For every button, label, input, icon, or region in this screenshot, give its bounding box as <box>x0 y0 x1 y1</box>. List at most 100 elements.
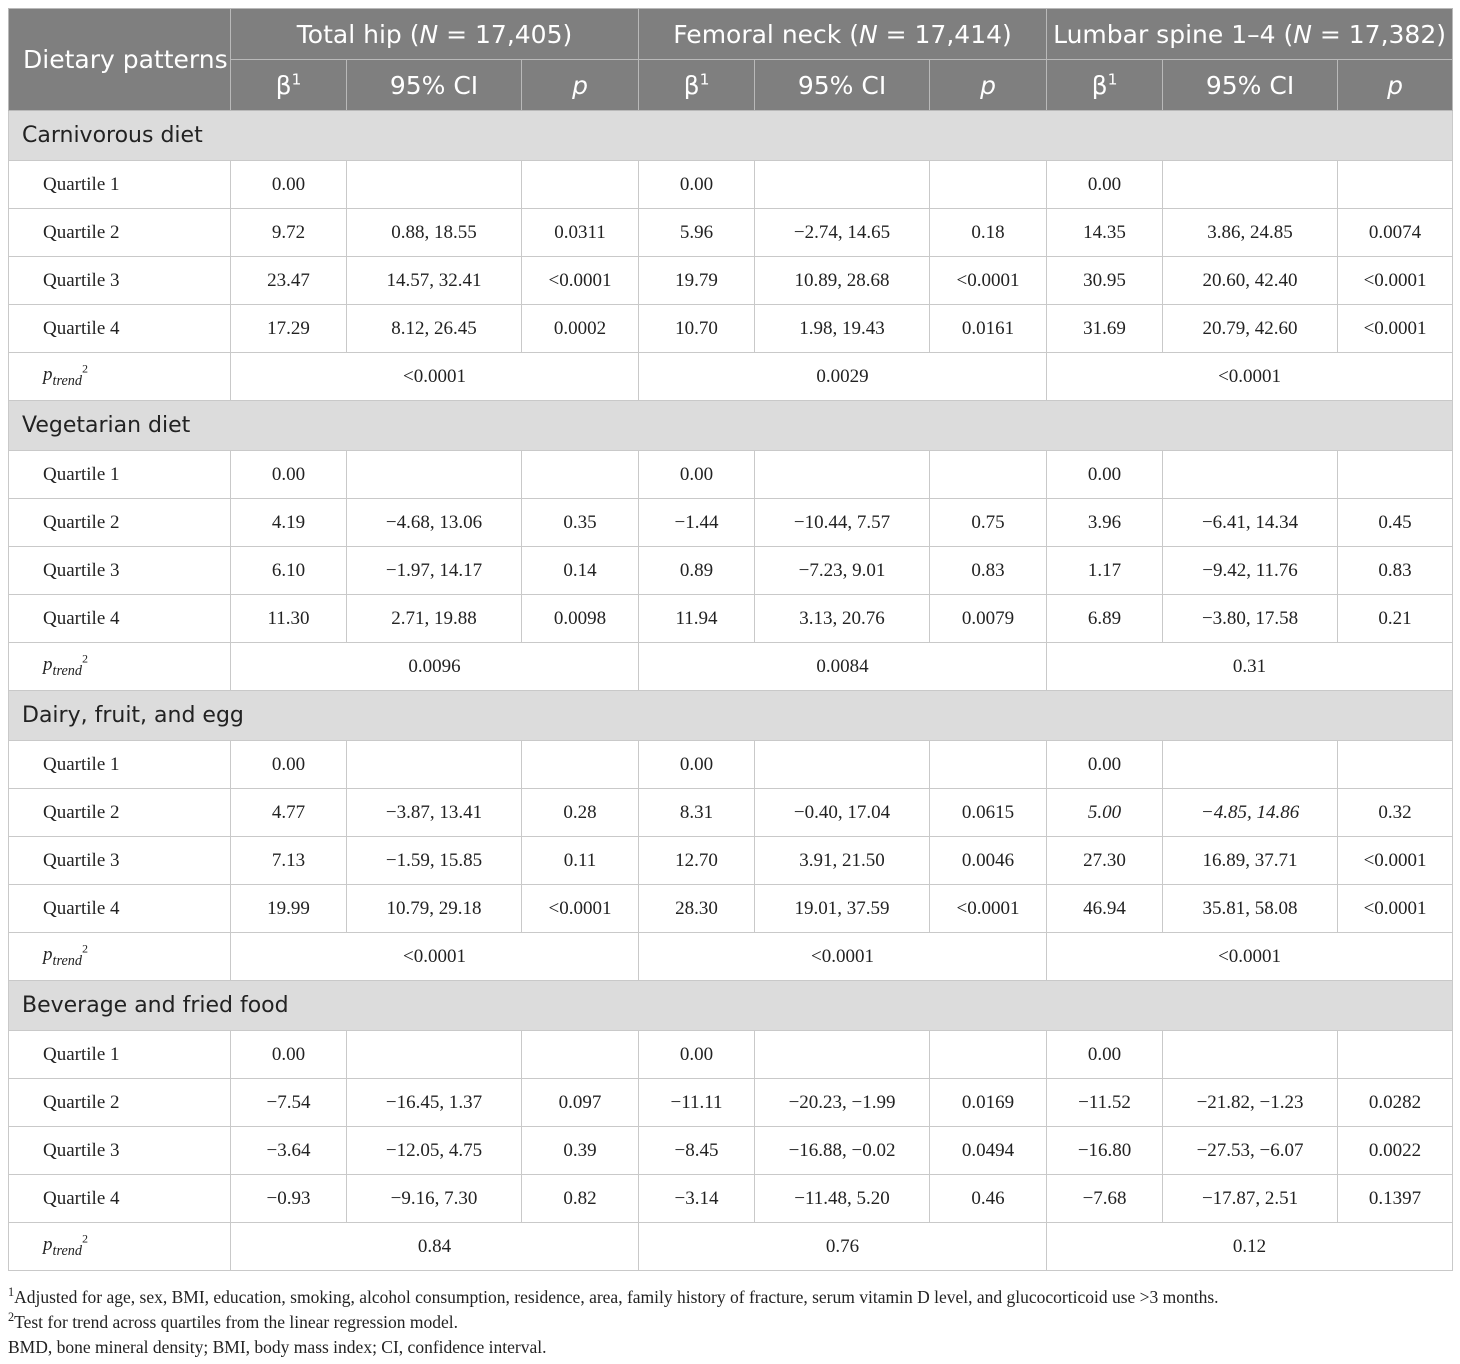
table-cell <box>1337 740 1454 789</box>
trend-value: <0.0001 <box>229 932 640 981</box>
table-cell <box>520 450 640 499</box>
table-cell <box>1337 160 1454 209</box>
trend-value: 0.31 <box>1046 642 1454 691</box>
table-row: Quartile 3 23.47 14.57, 32.41 <0.0001 19.79 1… <box>8 256 1454 305</box>
table-cell: 0.00 <box>638 1030 756 1079</box>
table-cell: 3.96 <box>1046 498 1164 547</box>
table-footnotes: 1Adjusted for age, sex, BMI, education, … <box>8 1285 1452 1360</box>
row-label: Quartile 3 <box>8 546 231 595</box>
section-header-row: Beverage and fried food <box>7 980 1454 1031</box>
footnote: 1Adjusted for age, sex, BMI, education, … <box>8 1285 1219 1307</box>
table-row: Quartile 3 7.13 −1.59, 15.85 0.11 12.70 3.91,… <box>8 836 1454 885</box>
table-cell: −3.64 <box>230 1126 347 1175</box>
table-cell <box>520 1030 640 1079</box>
ci-header: 95% CI <box>1162 59 1339 111</box>
trend-row: ptrend2 <0.0001 <0.0001 <0.0001 <box>8 932 1454 981</box>
table-cell: 10.70 <box>638 304 756 353</box>
table-cell: 5.96 <box>638 208 756 257</box>
footnote: 2Test for trend across quartiles from th… <box>8 1310 459 1332</box>
table-cell: 0.0282 <box>1337 1078 1454 1127</box>
table-cell: −11.48, 5.20 <box>754 1174 931 1223</box>
table-cell: −11.11 <box>638 1078 756 1127</box>
table-cell: −1.59, 15.85 <box>346 836 522 885</box>
table-row: Quartile 3 −3.64 −12.05, 4.75 0.39 −8.45 −16.… <box>8 1126 1454 1175</box>
table-cell <box>929 160 1048 209</box>
header-row-groups: Dietary patterns Total hip (N = 17,405) … <box>8 8 1454 111</box>
table-cell: <0.0001 <box>1337 836 1454 885</box>
results-table-container: Dietary patterns Total hip (N = 17,405) … <box>7 8 1454 1271</box>
p-header: p <box>1337 59 1454 111</box>
table-cell: 19.99 <box>230 884 347 933</box>
table-cell: −3.87, 13.41 <box>346 788 522 837</box>
table-cell: 0.00 <box>230 740 347 789</box>
table-cell: 0.75 <box>929 498 1048 547</box>
section-header-row: Dairy, fruit, and egg <box>7 690 1454 741</box>
table-cell <box>520 740 640 789</box>
table-cell: 0.0098 <box>520 594 640 643</box>
row-label: Quartile 2 <box>8 1078 231 1127</box>
table-cell <box>346 160 522 209</box>
table-cell <box>520 160 640 209</box>
table-cell: 0.00 <box>638 160 756 209</box>
table-cell: 0.00 <box>230 450 347 499</box>
dietary-patterns-bmd-table: Dietary patterns Total hip (N = 17,405) … <box>7 8 1454 1271</box>
table-cell <box>754 740 931 789</box>
table-cell: 0.0161 <box>929 304 1048 353</box>
row-label: Quartile 4 <box>8 304 231 353</box>
table-cell: 0.0074 <box>1337 208 1454 257</box>
table-cell: 0.0615 <box>929 788 1048 837</box>
table-cell: −11.52 <box>1046 1078 1164 1127</box>
table-cell: 20.79, 42.60 <box>1162 304 1339 353</box>
table-cell: 0.1397 <box>1337 1174 1454 1223</box>
table-row: Quartile 3 6.10 −1.97, 14.17 0.14 0.89 −7.23,… <box>8 546 1454 595</box>
table-cell: 14.35 <box>1046 208 1164 257</box>
table-cell: 14.57, 32.41 <box>346 256 522 305</box>
header-row-stats: β1 95% CI p β1 95% CI p β1 95% CI p <box>9 59 1454 111</box>
group-name: Total hip <box>296 19 402 49</box>
table-cell: −16.80 <box>1046 1126 1164 1175</box>
table-cell <box>1162 1030 1339 1079</box>
beta-header: β1 <box>230 59 347 111</box>
table-body: Carnivorous diet Quartile 1 0.00 0.00 0.00 Qu… <box>7 110 1454 1271</box>
table-cell: <0.0001 <box>520 256 640 305</box>
table-cell: 2.71, 19.88 <box>346 594 522 643</box>
table-row: Quartile 2 9.72 0.88, 18.55 0.0311 5.96 −2.74… <box>8 208 1454 257</box>
n-label: N <box>858 19 878 49</box>
table-cell: 16.89, 37.71 <box>1162 836 1339 885</box>
table-cell: −8.45 <box>638 1126 756 1175</box>
section-title: Beverage and fried food <box>7 980 1454 1031</box>
table-cell: 10.89, 28.68 <box>754 256 931 305</box>
row-label: Quartile 1 <box>8 160 231 209</box>
trend-label: ptrend2 <box>8 642 231 691</box>
table-cell: 3.13, 20.76 <box>754 594 931 643</box>
n-label: N <box>419 19 439 49</box>
group-header-femoral-neck: Femoral neck (N = 17,414) <box>638 8 1048 60</box>
row-label: Quartile 4 <box>8 1174 231 1223</box>
n-value: = 17,382 <box>1311 19 1437 49</box>
table-cell: 0.35 <box>520 498 640 547</box>
table-cell: 0.0494 <box>929 1126 1048 1175</box>
table-cell: 4.77 <box>230 788 347 837</box>
trend-row: ptrend2 0.0096 0.0084 0.31 <box>8 642 1454 691</box>
table-cell: 1.98, 19.43 <box>754 304 931 353</box>
trend-value: 0.12 <box>1046 1222 1454 1271</box>
n-value: = 17,405 <box>438 19 563 49</box>
table-cell <box>346 450 522 499</box>
table-cell: 0.00 <box>1046 740 1164 789</box>
trend-label: ptrend2 <box>8 932 231 981</box>
table-row: Quartile 1 0.00 0.00 0.00 <box>8 450 1454 499</box>
table-cell <box>346 740 522 789</box>
trend-value: <0.0001 <box>1046 932 1454 981</box>
table-cell: 0.00 <box>1046 1030 1164 1079</box>
table-cell: 11.94 <box>638 594 756 643</box>
row-label: Quartile 1 <box>8 450 231 499</box>
ci-header: 95% CI <box>754 59 931 111</box>
table-cell: 0.89 <box>638 546 756 595</box>
table-cell: −3.14 <box>638 1174 756 1223</box>
table-cell: 3.91, 21.50 <box>754 836 931 885</box>
p-header: p <box>929 59 1048 111</box>
table-cell: −7.23, 9.01 <box>754 546 931 595</box>
table-cell: 0.82 <box>520 1174 640 1223</box>
table-cell: −10.44, 7.57 <box>754 498 931 547</box>
table-cell: 19.01, 37.59 <box>754 884 931 933</box>
